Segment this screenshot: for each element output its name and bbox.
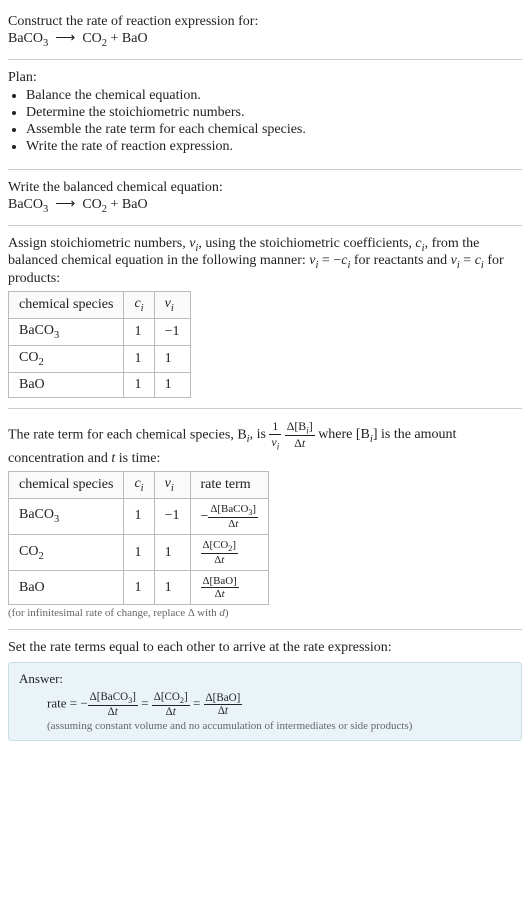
table-row: BaO 1 1 xyxy=(9,372,191,397)
final-section: Set the rate terms equal to each other t… xyxy=(8,634,522,747)
plan-item: Assemble the rate term for each chemical… xyxy=(26,122,522,138)
answer-box: Answer: rate = −Δ[BaCO3]Δt = Δ[CO2]Δt = … xyxy=(8,662,522,741)
table-row: BaCO3 1 −1 −Δ[BaCO3]Δt xyxy=(9,498,269,534)
cell-ci: 1 xyxy=(124,534,154,570)
plan-list: Balance the chemical equation. Determine… xyxy=(8,88,522,155)
cell-species: BaO xyxy=(9,372,124,397)
cell-vi: 1 xyxy=(154,571,190,605)
separator xyxy=(8,59,522,60)
cell-ci: 1 xyxy=(124,345,154,372)
rateterm-intro-post: , is 1νi Δ[Bi]Δt where [Bi] is the amoun… xyxy=(250,427,457,442)
cell-rate: Δ[CO2]Δt xyxy=(190,534,269,570)
prompt-section: Construct the rate of reaction expressio… xyxy=(8,8,522,55)
cell-ci: 1 xyxy=(124,318,154,345)
plan-heading: Plan: xyxy=(8,70,522,86)
plan-item: Determine the stoichiometric numbers. xyxy=(26,105,522,121)
col-vi: νi xyxy=(154,292,190,319)
prompt-line: Construct the rate of reaction expressio… xyxy=(8,14,522,30)
col-ci: ci xyxy=(124,471,154,498)
cell-vi: 1 xyxy=(154,345,190,372)
col-species: chemical species xyxy=(9,292,124,319)
balanced-section: Write the balanced chemical equation: Ba… xyxy=(8,174,522,221)
plan-item: Balance the chemical equation. xyxy=(26,88,522,104)
prompt-equation: BaCO3 ⟶ CO2 + BaO xyxy=(8,30,522,49)
col-vi: νi xyxy=(154,471,190,498)
table-header-row: chemical species ci νi rate term xyxy=(9,471,269,498)
final-heading: Set the rate terms equal to each other t… xyxy=(8,640,522,656)
col-rate: rate term xyxy=(190,471,269,498)
answer-label: Answer: xyxy=(19,671,511,687)
plan-section: Plan: Balance the chemical equation. Det… xyxy=(8,64,522,165)
rateterm-intro-line1: The rate term for each chemical species,… xyxy=(8,419,522,451)
balanced-equation: BaCO3 ⟶ CO2 + BaO xyxy=(8,196,522,215)
stoich-table: chemical species ci νi BaCO3 1 −1 CO2 1 … xyxy=(8,291,191,397)
rateterm-intro-line2: concentration and t is time: xyxy=(8,451,522,467)
balanced-heading: Write the balanced chemical equation: xyxy=(8,180,522,196)
cell-vi: 1 xyxy=(154,534,190,570)
separator xyxy=(8,169,522,170)
cell-ci: 1 xyxy=(124,372,154,397)
stoich-section: Assign stoichiometric numbers, νi, using… xyxy=(8,230,522,404)
cell-vi: −1 xyxy=(154,318,190,345)
cell-ci: 1 xyxy=(124,498,154,534)
rateterm-intro-pre: The rate term for each chemical species,… xyxy=(8,427,247,442)
cell-rate: Δ[BaO]Δt xyxy=(190,571,269,605)
separator xyxy=(8,408,522,409)
cell-species: CO2 xyxy=(9,534,124,570)
table-row: BaO 1 1 Δ[BaO]Δt xyxy=(9,571,269,605)
rateterm-table: chemical species ci νi rate term BaCO3 1… xyxy=(8,471,269,605)
col-ci: ci xyxy=(124,292,154,319)
table-header-row: chemical species ci νi xyxy=(9,292,191,319)
stoich-intro: Assign stoichiometric numbers, νi, using… xyxy=(8,236,522,288)
rateterm-section: The rate term for each chemical species,… xyxy=(8,413,522,626)
table-row: CO2 1 1 xyxy=(9,345,191,372)
cell-species: BaO xyxy=(9,571,124,605)
cell-vi: 1 xyxy=(154,372,190,397)
answer-rate-expression: rate = −Δ[BaCO3]Δt = Δ[CO2]Δt = Δ[BaO]Δt xyxy=(19,691,511,718)
cell-species: BaCO3 xyxy=(9,498,124,534)
plan-item: Write the rate of reaction expression. xyxy=(26,139,522,155)
cell-species: CO2 xyxy=(9,345,124,372)
cell-rate: −Δ[BaCO3]Δt xyxy=(190,498,269,534)
cell-species: BaCO3 xyxy=(9,318,124,345)
separator xyxy=(8,225,522,226)
separator xyxy=(8,629,522,630)
cell-ci: 1 xyxy=(124,571,154,605)
rateterm-footnote: (for infinitesimal rate of change, repla… xyxy=(8,607,522,619)
col-species: chemical species xyxy=(9,471,124,498)
table-row: CO2 1 1 Δ[CO2]Δt xyxy=(9,534,269,570)
answer-note: (assuming constant volume and no accumul… xyxy=(19,720,511,732)
table-row: BaCO3 1 −1 xyxy=(9,318,191,345)
cell-vi: −1 xyxy=(154,498,190,534)
